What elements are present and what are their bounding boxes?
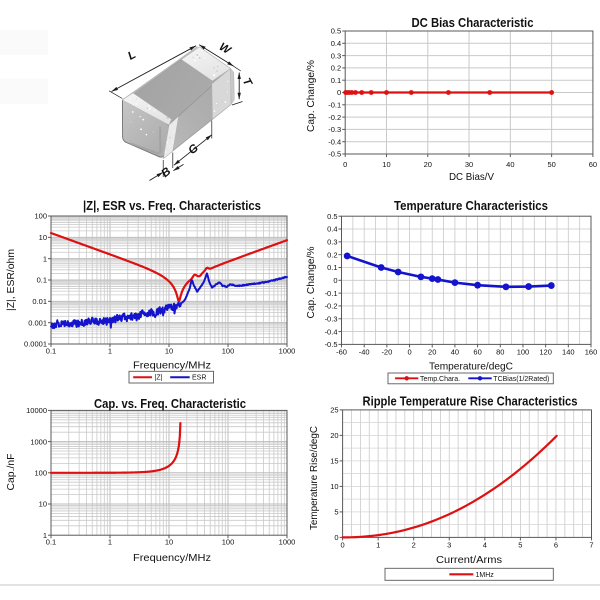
svg-text:-0.5: -0.5 xyxy=(328,150,341,159)
svg-text:120: 120 xyxy=(539,347,552,356)
svg-text:2: 2 xyxy=(412,540,416,549)
svg-text:10: 10 xyxy=(382,160,390,169)
svg-text:-0.2: -0.2 xyxy=(328,113,341,122)
svg-text:Frequency/MHz: Frequency/MHz xyxy=(133,552,211,564)
svg-text:1000: 1000 xyxy=(279,538,296,547)
svg-text:0.001: 0.001 xyxy=(28,318,47,327)
svg-text:10: 10 xyxy=(165,347,173,356)
svg-text:40: 40 xyxy=(506,160,514,169)
svg-text:40: 40 xyxy=(451,347,459,356)
svg-text:50: 50 xyxy=(547,160,555,169)
svg-text:30: 30 xyxy=(465,160,473,169)
svg-text:0: 0 xyxy=(337,88,341,97)
svg-text:-40: -40 xyxy=(359,347,370,356)
svg-text:Cap. Change/%: Cap. Change/% xyxy=(305,60,317,132)
svg-text:0.3: 0.3 xyxy=(327,238,337,247)
svg-text:Temperature Characteristics: Temperature Characteristics xyxy=(394,199,548,213)
svg-text:100: 100 xyxy=(517,347,530,356)
svg-text:25: 25 xyxy=(330,406,338,415)
svg-text:-0.3: -0.3 xyxy=(328,125,341,134)
svg-text:0.1: 0.1 xyxy=(46,347,56,356)
svg-text:Ripple Temperature Rise Charac: Ripple Temperature Rise Characteristics xyxy=(363,395,578,409)
svg-text:1000: 1000 xyxy=(279,347,296,356)
svg-text:100: 100 xyxy=(222,538,235,547)
svg-text:3: 3 xyxy=(447,540,451,549)
svg-text:ESR: ESR xyxy=(192,375,206,382)
svg-text:-0.5: -0.5 xyxy=(325,340,338,349)
svg-text:-0.3: -0.3 xyxy=(325,314,338,323)
svg-text:0: 0 xyxy=(333,276,337,285)
svg-text:0: 0 xyxy=(341,540,345,549)
svg-text:Cap./nF: Cap./nF xyxy=(5,454,17,491)
svg-text:L: L xyxy=(126,49,138,63)
svg-text:0: 0 xyxy=(343,160,347,169)
svg-text:100: 100 xyxy=(222,347,235,356)
svg-text:10: 10 xyxy=(165,538,173,547)
svg-text:0.1: 0.1 xyxy=(46,538,56,547)
svg-text:1: 1 xyxy=(43,531,47,540)
svg-text:15: 15 xyxy=(330,457,338,466)
svg-text:-0.1: -0.1 xyxy=(325,289,338,298)
svg-text:0.5: 0.5 xyxy=(327,212,337,221)
svg-text:10000: 10000 xyxy=(26,406,47,415)
svg-text:0: 0 xyxy=(407,347,411,356)
svg-text:Frequency/MHz: Frequency/MHz xyxy=(133,360,211,372)
svg-text:-60: -60 xyxy=(336,347,347,356)
svg-text:0.3: 0.3 xyxy=(331,51,341,60)
svg-text:10: 10 xyxy=(330,482,338,491)
svg-text:140: 140 xyxy=(562,347,575,356)
svg-text:0.0001: 0.0001 xyxy=(24,340,47,349)
svg-text:-0.2: -0.2 xyxy=(325,302,338,311)
svg-text:10: 10 xyxy=(39,500,47,509)
svg-text:|Z|, ESR/ohm: |Z|, ESR/ohm xyxy=(5,249,17,311)
svg-text:-20: -20 xyxy=(381,347,392,356)
svg-text:0.1: 0.1 xyxy=(327,263,337,272)
svg-text:80: 80 xyxy=(496,347,504,356)
svg-text:DC Bias Characteristic: DC Bias Characteristic xyxy=(412,16,534,30)
svg-text:-0.1: -0.1 xyxy=(328,101,341,110)
svg-text:Temperature/degC: Temperature/degC xyxy=(429,361,513,373)
svg-text:100: 100 xyxy=(34,212,47,221)
svg-text:Cap. Change/%: Cap. Change/% xyxy=(305,247,317,319)
svg-text:Temp.Chara.: Temp.Chara. xyxy=(420,376,460,383)
svg-text:5: 5 xyxy=(518,540,522,549)
svg-text:0.01: 0.01 xyxy=(32,297,47,306)
svg-text:1MHz: 1MHz xyxy=(476,572,495,579)
svg-text:|Z|, ESR vs. Freq. Characteris: |Z|, ESR vs. Freq. Characteristics xyxy=(83,199,261,213)
svg-text:10: 10 xyxy=(39,233,47,242)
svg-text:-0.4: -0.4 xyxy=(328,137,341,146)
svg-text:1: 1 xyxy=(376,540,380,549)
svg-text:1000: 1000 xyxy=(30,437,47,446)
svg-text:TCBias(1/2Rated): TCBias(1/2Rated) xyxy=(493,376,549,383)
svg-text:-0.4: -0.4 xyxy=(325,327,338,336)
svg-text:0.4: 0.4 xyxy=(327,225,337,234)
svg-text:DC Bias/V: DC Bias/V xyxy=(449,171,494,183)
svg-text:5: 5 xyxy=(334,508,338,517)
svg-text:60: 60 xyxy=(473,347,481,356)
svg-text:0.1: 0.1 xyxy=(37,276,47,285)
svg-text:0: 0 xyxy=(334,533,338,542)
svg-text:6: 6 xyxy=(554,540,558,549)
svg-text:1: 1 xyxy=(108,347,112,356)
svg-text:0.5: 0.5 xyxy=(331,27,341,36)
svg-text:Cap. vs. Freq. Characteristic: Cap. vs. Freq. Characteristic xyxy=(94,397,246,411)
svg-text:60: 60 xyxy=(589,160,597,169)
svg-text:20: 20 xyxy=(330,431,338,440)
svg-text:1: 1 xyxy=(108,538,112,547)
svg-text:|Z|: |Z| xyxy=(155,375,163,382)
svg-text:0.1: 0.1 xyxy=(331,76,341,85)
svg-text:20: 20 xyxy=(428,347,436,356)
svg-text:0.4: 0.4 xyxy=(331,39,341,48)
svg-text:20: 20 xyxy=(424,160,432,169)
svg-text:1: 1 xyxy=(43,254,47,263)
svg-text:0.2: 0.2 xyxy=(327,250,337,259)
svg-text:4: 4 xyxy=(483,540,487,549)
svg-text:Current/Arms: Current/Arms xyxy=(436,554,502,566)
svg-text:7: 7 xyxy=(589,540,593,549)
svg-text:Temperature Rise/degC: Temperature Rise/degC xyxy=(309,426,320,530)
svg-text:160: 160 xyxy=(585,347,598,356)
svg-text:100: 100 xyxy=(34,469,47,478)
svg-text:0.2: 0.2 xyxy=(331,64,341,73)
